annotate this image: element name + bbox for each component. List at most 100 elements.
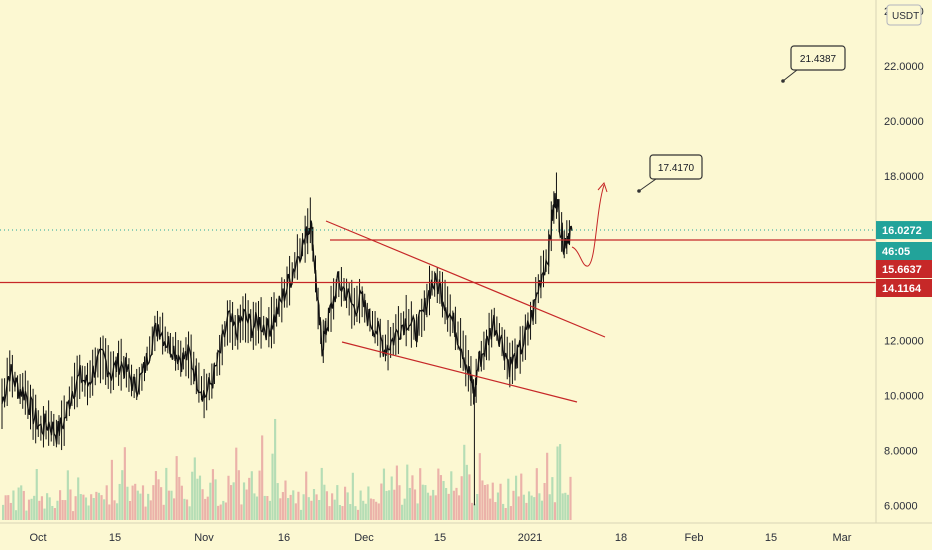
- volume-bar: [486, 484, 489, 520]
- volume-bar: [59, 490, 62, 520]
- y-tick-label: 12.0000: [884, 336, 924, 348]
- volume-bar: [367, 486, 370, 520]
- x-tick-label: 16: [278, 532, 290, 544]
- volume-bar: [289, 494, 292, 520]
- volume-bar: [198, 475, 202, 520]
- volume-bar: [341, 506, 344, 520]
- callout-label: 17.4170: [658, 163, 695, 174]
- volume-bar: [281, 492, 284, 520]
- volume-bars: [2, 418, 572, 520]
- volume-bar: [100, 495, 103, 520]
- volume-bar: [162, 504, 165, 520]
- volume-bar: [276, 483, 279, 520]
- volume-bar: [141, 485, 145, 520]
- volume-bar: [87, 505, 90, 520]
- volume-bar: [230, 485, 233, 520]
- volume-bar: [242, 482, 246, 520]
- volume-bar: [455, 487, 458, 520]
- volume-bar: [237, 470, 240, 520]
- volume-bar: [408, 487, 411, 520]
- volume-bar: [297, 491, 300, 520]
- price-tag: 46:05: [876, 242, 932, 260]
- volume-bar: [452, 490, 455, 520]
- volume-bar: [66, 470, 69, 520]
- volume-bar: [434, 495, 437, 520]
- volume-bar: [232, 482, 235, 520]
- volume-bar: [522, 494, 525, 520]
- volume-bar: [320, 467, 323, 520]
- volume-bar: [372, 499, 375, 520]
- volume-bar: [491, 482, 494, 520]
- volume-bar: [147, 493, 150, 520]
- y-tick-label: 10.0000: [884, 391, 924, 403]
- volume-bar: [559, 444, 562, 520]
- volume-bar: [442, 480, 445, 520]
- x-tick-label: 15: [765, 532, 777, 544]
- volume-bar: [424, 485, 427, 520]
- volume-bar: [131, 485, 134, 520]
- volume-bar: [69, 489, 72, 520]
- volume-bar: [551, 477, 554, 520]
- volume-bar: [388, 490, 391, 520]
- volume-bar: [40, 496, 44, 520]
- volume-bar: [377, 503, 380, 520]
- volume-bar: [553, 502, 557, 520]
- volume-bar: [346, 492, 349, 520]
- volume-bar: [20, 485, 23, 520]
- volume-bar: [274, 418, 277, 520]
- volume-bar: [481, 480, 484, 520]
- volume-bar: [105, 485, 108, 520]
- volume-bar: [525, 502, 528, 520]
- y-tick-label: 6.0000: [884, 500, 918, 512]
- x-tick-label: Oct: [29, 532, 46, 544]
- volume-bar: [344, 486, 347, 520]
- volume-bar: [406, 464, 409, 520]
- volume-bar: [268, 500, 272, 520]
- volume-bar: [51, 505, 54, 520]
- price-tag-label: 15.6637: [882, 264, 922, 276]
- volume-bar: [305, 471, 308, 520]
- volume-bar: [38, 500, 41, 520]
- volume-bar: [403, 498, 406, 520]
- volume-bar: [167, 490, 170, 520]
- volume-bar: [53, 508, 56, 520]
- volume-bar: [356, 509, 360, 520]
- volume-bar: [494, 502, 497, 520]
- volume-bar: [227, 475, 230, 520]
- volume-bar: [294, 503, 297, 520]
- callout-point: [637, 189, 641, 193]
- volume-bar: [261, 435, 264, 520]
- y-tick-label: 8.0000: [884, 445, 918, 457]
- volume-bar: [157, 479, 160, 520]
- price-tag: 15.6637: [876, 260, 932, 278]
- callout-box: [649, 154, 703, 180]
- volume-bar: [84, 497, 88, 520]
- volume-bar: [315, 494, 318, 520]
- volume-bar: [520, 473, 523, 520]
- volume-bar: [382, 468, 386, 520]
- volume-bar: [465, 464, 468, 520]
- volume-bar: [266, 496, 269, 520]
- volume-bar: [569, 476, 572, 520]
- volume-bar: [121, 470, 124, 520]
- volume-bar: [17, 487, 20, 520]
- volume-bar: [175, 456, 178, 520]
- volume-bar: [364, 503, 367, 520]
- volume-bar: [191, 471, 194, 520]
- volume-bar: [463, 444, 466, 520]
- volume-bar: [152, 485, 155, 520]
- volume-bar: [224, 502, 227, 520]
- x-tick-label: Feb: [685, 532, 704, 544]
- y-tick-label: 18.0000: [884, 171, 924, 183]
- volume-bar: [432, 489, 435, 520]
- time-axis: Oct 15 Nov 16 Dec 15 2021 18 Feb 15 Mar: [0, 522, 932, 544]
- volume-bar: [385, 490, 388, 520]
- price-tag: 14.1164: [876, 279, 932, 297]
- volume-bar: [253, 493, 256, 520]
- volume-bar: [429, 495, 432, 520]
- currency-button[interactable]: USDT: [886, 4, 922, 26]
- volume-bar: [349, 504, 352, 520]
- volume-bar: [473, 503, 476, 520]
